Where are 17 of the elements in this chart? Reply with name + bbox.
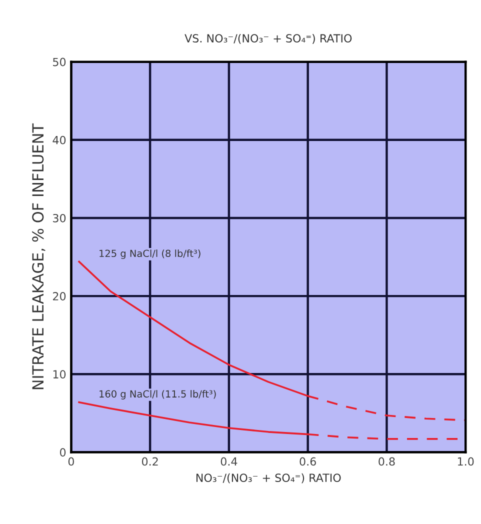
y-tick-label: 10 (53, 370, 66, 379)
y-axis-title: NITRATE LEAKAGE, % OF INFLUENT (32, 123, 46, 390)
y-tick-label: 0 (60, 448, 66, 457)
y-tick-label: 40 (52, 136, 66, 144)
chart-title: VS. NO₃⁻/(NO₃⁻ + SO₄⁼) RATIO (184, 34, 352, 44)
x-tick-label: 0.8 (378, 457, 395, 466)
series-label: 125 g NaCl/l (8 lb/ft³) (100, 250, 200, 259)
x-axis-title: NO₃⁻/(NO₃⁻ + SO₄⁼) RATIO (196, 473, 341, 484)
series-label: 160 g NaCl/l (11.5 lb/ft³) (100, 390, 216, 400)
x-tick-label: 1.0 (458, 457, 474, 466)
y-tick-label: 50 (53, 58, 66, 66)
y-tick-label: 20 (53, 292, 66, 300)
x-tick-label: 0.6 (300, 457, 316, 466)
x-tick-label: 0 (68, 457, 74, 466)
x-tick-label: 0.4 (220, 457, 238, 466)
x-tick-label: 0.2 (142, 457, 158, 466)
y-tick-label: 30 (53, 214, 66, 222)
